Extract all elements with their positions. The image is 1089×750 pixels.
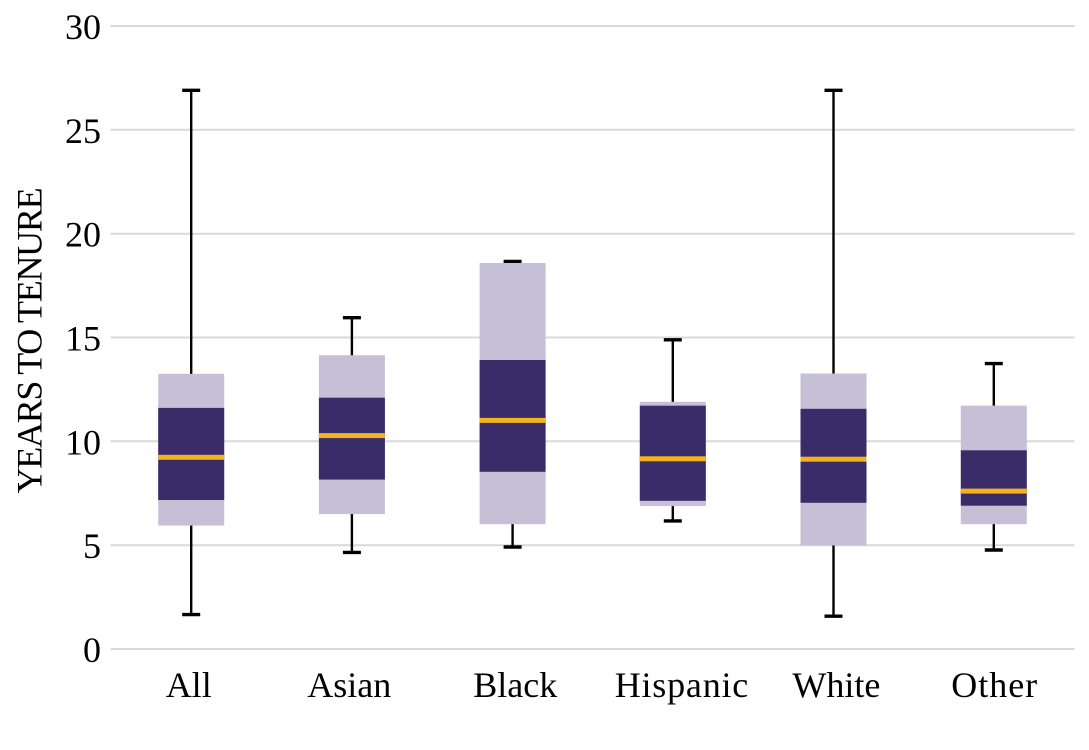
svg-text:Hispanic: Hispanic — [615, 665, 749, 705]
svg-text:25: 25 — [65, 111, 101, 151]
svg-text:All: All — [166, 665, 212, 705]
svg-text:Other: Other — [951, 665, 1038, 705]
svg-text:0: 0 — [83, 630, 101, 670]
svg-text:Black: Black — [473, 665, 557, 705]
svg-text:Asian: Asian — [307, 665, 391, 705]
svg-text:10: 10 — [65, 422, 101, 462]
svg-text:5: 5 — [83, 526, 101, 566]
svg-text:White: White — [792, 665, 880, 705]
svg-text:20: 20 — [65, 215, 101, 255]
svg-text:30: 30 — [65, 7, 101, 47]
svg-text:YEARS TO TENURE: YEARS TO TENURE — [10, 187, 50, 493]
svg-text:15: 15 — [65, 319, 101, 359]
